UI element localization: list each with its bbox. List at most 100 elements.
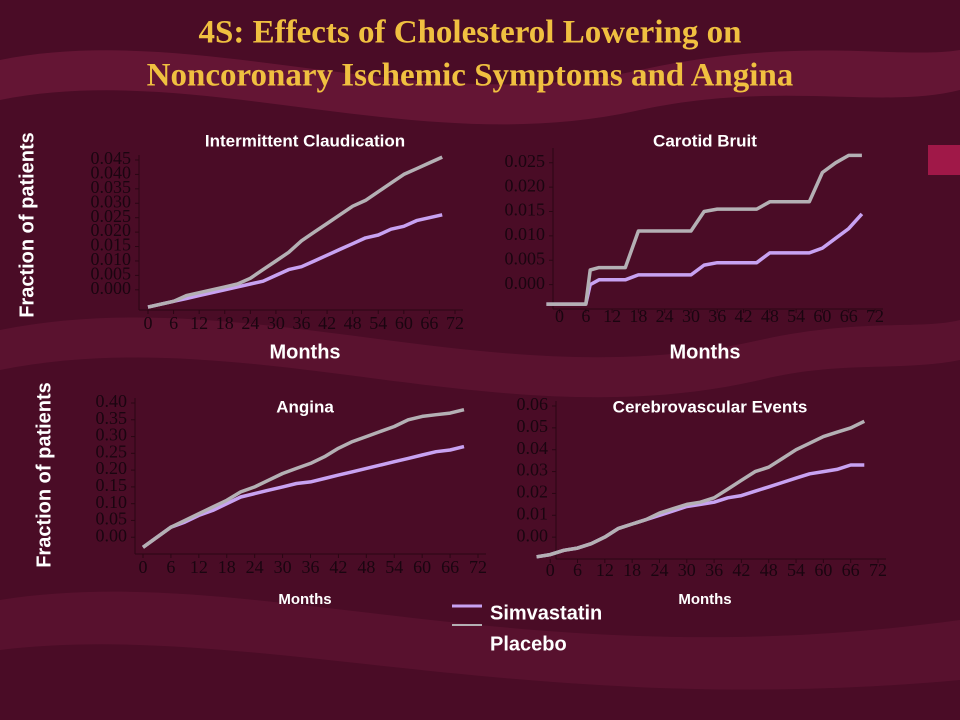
- x-tick-label: 12: [603, 306, 621, 326]
- x-tick-label: 36: [705, 560, 723, 580]
- x-tick-label: 18: [623, 560, 641, 580]
- y-tick-label: 0.02: [517, 482, 549, 502]
- y-tick-label: 0.00: [517, 525, 549, 545]
- legend-label: Simvastatin: [490, 602, 602, 624]
- y-tick-label: 0.01: [517, 503, 549, 523]
- y-tick-label: 0.10: [96, 492, 128, 512]
- x-tick-label: 30: [682, 306, 700, 326]
- x-tick-label: 48: [760, 560, 778, 580]
- y-tick-label: 0.03: [517, 460, 549, 480]
- y-axis-label: Fraction of patients: [33, 382, 55, 568]
- x-tick-label: 72: [469, 557, 487, 577]
- chart-title: Angina: [276, 397, 334, 416]
- y-tick-label: 0.030: [91, 191, 132, 211]
- y-tick-label: 0.05: [517, 416, 549, 436]
- chart-title: Carotid Bruit: [653, 131, 757, 150]
- x-axis-label: Months: [678, 591, 731, 608]
- x-tick-label: 60: [813, 306, 831, 326]
- x-tick-label: 54: [369, 313, 387, 333]
- y-tick-label: 0.010: [91, 249, 132, 269]
- x-tick-label: 24: [650, 560, 668, 580]
- x-tick-label: 6: [581, 306, 590, 326]
- y-tick-label: 0.020: [505, 175, 546, 195]
- x-tick-label: 54: [787, 560, 805, 580]
- x-tick-label: 6: [166, 557, 175, 577]
- y-tick-label: 0.00: [96, 525, 128, 545]
- y-tick-label: 0.040: [91, 163, 132, 183]
- background-wave: [0, 317, 960, 398]
- x-axis-label: Months: [669, 341, 740, 363]
- x-tick-label: 6: [169, 313, 178, 333]
- legend: Simvastatin Placebo: [452, 602, 602, 655]
- y-tick-label: 0.005: [91, 264, 132, 284]
- x-tick-label: 18: [218, 557, 236, 577]
- y-tick-label: 0.015: [91, 235, 132, 255]
- x-tick-label: 72: [446, 313, 464, 333]
- x-tick-label: 66: [842, 560, 860, 580]
- x-tick-label: 12: [190, 557, 208, 577]
- x-tick-label: 24: [246, 557, 264, 577]
- x-tick-label: 48: [357, 557, 375, 577]
- x-tick-label: 72: [866, 306, 884, 326]
- y-tick-label: 0.35: [96, 408, 128, 428]
- slide-title: 4S: Effects of Cholesterol Lowering on: [199, 15, 742, 51]
- y-tick-label: 0.025: [91, 206, 132, 226]
- y-tick-label: 0.05: [96, 509, 128, 529]
- x-tick-label: 72: [869, 560, 887, 580]
- x-tick-label: 6: [573, 560, 582, 580]
- y-tick-label: 0.40: [96, 391, 128, 411]
- chart-title: Intermittent Claudication: [205, 131, 405, 150]
- x-tick-label: 42: [329, 557, 347, 577]
- x-tick-label: 42: [735, 306, 753, 326]
- y-axis-label: Fraction of patients: [16, 132, 38, 318]
- series-line: [536, 419, 866, 559]
- y-tick-label: 0.25: [96, 441, 128, 461]
- x-tick-label: 66: [441, 557, 459, 577]
- background-wave: [0, 591, 960, 690]
- x-tick-label: 24: [241, 313, 259, 333]
- series-line: [147, 155, 443, 309]
- y-tick-label: 0.015: [505, 200, 546, 220]
- x-tick-label: 30: [274, 557, 292, 577]
- y-tick-label: 0.005: [505, 248, 546, 268]
- legend-label: Placebo: [490, 633, 567, 655]
- x-tick-label: 12: [190, 313, 208, 333]
- x-tick-label: 36: [302, 557, 320, 577]
- series-line: [147, 213, 443, 309]
- x-tick-label: 0: [144, 313, 153, 333]
- x-tick-label: 0: [546, 560, 555, 580]
- x-tick-label: 0: [139, 557, 148, 577]
- x-tick-label: 36: [293, 313, 311, 333]
- chart-title: Cerebrovascular Events: [613, 397, 808, 416]
- x-tick-label: 0: [555, 306, 564, 326]
- x-tick-label: 66: [420, 313, 438, 333]
- x-tick-label: 18: [629, 306, 647, 326]
- x-tick-label: 60: [413, 557, 431, 577]
- y-tick-label: 0.035: [91, 177, 132, 197]
- y-tick-label: 0.020: [91, 220, 132, 240]
- x-tick-label: 54: [385, 557, 403, 577]
- y-tick-label: 0.000: [505, 273, 546, 293]
- x-tick-label: 12: [596, 560, 614, 580]
- x-axis-label: Months: [269, 341, 340, 363]
- slide-title: Noncoronary Ischemic Symptoms and Angina: [147, 58, 794, 94]
- x-tick-label: 42: [318, 313, 336, 333]
- x-tick-label: 60: [814, 560, 832, 580]
- y-tick-label: 0.000: [91, 278, 132, 298]
- x-tick-label: 42: [732, 560, 750, 580]
- y-tick-label: 0.06: [517, 394, 549, 414]
- x-tick-label: 48: [344, 313, 362, 333]
- x-tick-label: 60: [395, 313, 413, 333]
- y-tick-label: 0.045: [91, 148, 132, 168]
- series-line: [546, 212, 864, 306]
- decoration: [928, 145, 960, 175]
- x-tick-label: 54: [787, 306, 805, 326]
- x-tick-label: 24: [656, 306, 674, 326]
- x-axis-label: Months: [278, 591, 331, 608]
- x-tick-label: 18: [216, 313, 234, 333]
- y-tick-label: 0.025: [505, 151, 546, 171]
- series-line: [546, 153, 862, 306]
- y-tick-label: 0.010: [505, 224, 546, 244]
